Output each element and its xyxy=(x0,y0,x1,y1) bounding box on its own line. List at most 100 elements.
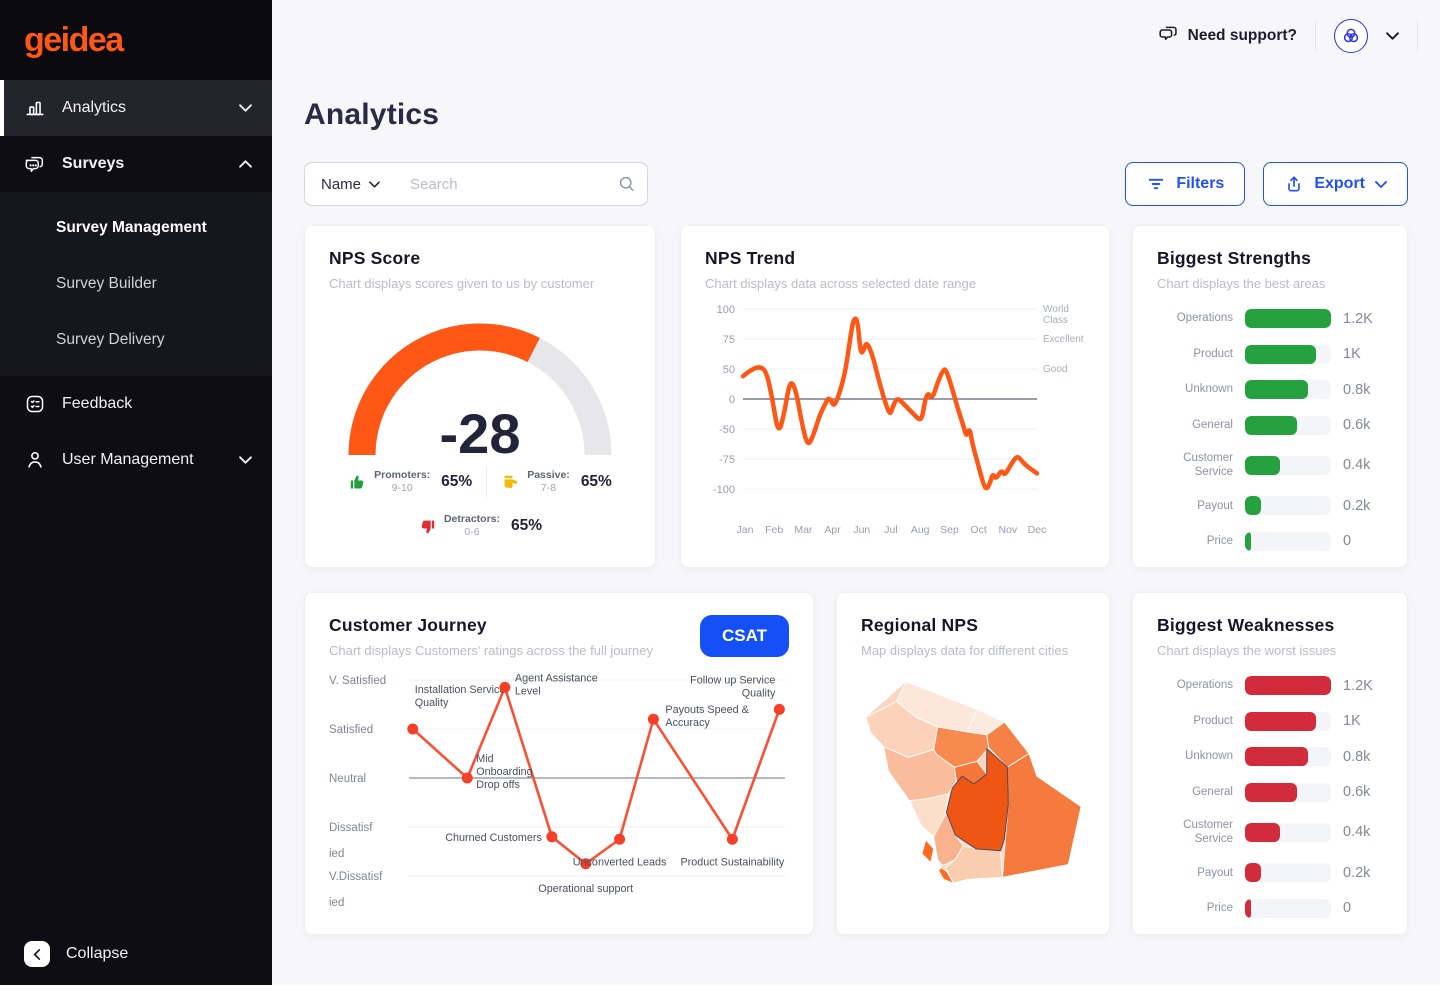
weaknesses-bar-list: Operations 1.2K Product 1K Unknown 0.8k Genera… xyxy=(1157,676,1383,918)
card-title: Biggest Strengths xyxy=(1157,248,1312,268)
chat-bubbles-icon xyxy=(24,152,48,176)
bar-value: 0.2k xyxy=(1343,864,1371,881)
bar-value: 0.6k xyxy=(1343,784,1371,800)
card-title: NPS Trend xyxy=(705,248,796,268)
bar-label: General xyxy=(1192,785,1233,798)
bar-track xyxy=(1245,309,1331,328)
bar-value: 0.4k xyxy=(1343,824,1371,841)
sidebar-item-survey-delivery[interactable]: Survey Delivery xyxy=(56,331,165,348)
bar-row: Payout 0.2k xyxy=(1157,863,1383,883)
legend-label: Detractors: xyxy=(443,513,500,525)
bar-track xyxy=(1245,380,1331,399)
surveys-submenu: Survey Management Survey Builder Survey … xyxy=(0,192,272,376)
sidebar-item-feedback[interactable]: Feedback xyxy=(0,376,272,432)
svg-text:Jul: Jul xyxy=(884,524,897,536)
topbar-divider xyxy=(1315,21,1316,51)
controls-right: Filters Export xyxy=(1125,162,1408,206)
sidebar-item-analytics[interactable]: Analytics xyxy=(0,80,272,136)
svg-text:100: 100 xyxy=(717,304,735,316)
bar-fill xyxy=(1245,676,1331,695)
strengths-bar-list: Operations 1.2K Product 1K Unknown 0.8k Genera… xyxy=(1157,309,1383,551)
bar-value: 1K xyxy=(1343,713,1361,729)
card-subtitle: Chart displays the best areas xyxy=(1157,276,1326,291)
collapse-sidebar-button[interactable]: Collapse xyxy=(24,941,128,967)
bar-label: Price xyxy=(1206,902,1233,915)
csat-button[interactable]: CSAT xyxy=(699,615,789,657)
export-button[interactable]: Export xyxy=(1263,162,1408,206)
card-title: Customer Journey xyxy=(329,615,487,635)
svg-text:Jan: Jan xyxy=(737,524,754,536)
sidebar-item-survey-management[interactable]: Survey Management xyxy=(56,219,207,236)
bar-track xyxy=(1245,344,1331,364)
svg-text:-75: -75 xyxy=(719,454,735,466)
bar-row: Price 0 xyxy=(1157,898,1383,918)
chevron-down-icon xyxy=(239,104,252,112)
bar-row: Unknown 0.8k xyxy=(1157,380,1383,399)
svg-text:Oct: Oct xyxy=(970,524,986,536)
bar-row: Customer Service 0.4k xyxy=(1157,451,1383,480)
bar-fill xyxy=(1245,415,1297,435)
user-avatar[interactable] xyxy=(1334,19,1368,53)
svg-text:Jun: Jun xyxy=(853,524,870,536)
chevron-down-icon xyxy=(239,456,252,464)
sidebar-item-label: User Management xyxy=(62,451,194,468)
bar-fill xyxy=(1245,455,1281,475)
bar-fill xyxy=(1245,863,1262,883)
nps-score-value: -28 xyxy=(440,402,521,465)
account-chevron-down-icon[interactable] xyxy=(1386,32,1399,40)
sidebar-item-user-management[interactable]: User Management xyxy=(0,432,272,488)
biggest-strengths-card: Biggest Strengths Chart displays the bes… xyxy=(1132,225,1408,568)
need-support-link[interactable]: Need support? xyxy=(1158,23,1297,49)
page-title: Analytics xyxy=(304,98,440,131)
geidea-logo: geidea xyxy=(0,0,272,80)
sidebar-item-survey-builder[interactable]: Survey Builder xyxy=(56,275,157,292)
support-chat-icon xyxy=(1158,23,1179,49)
bar-value: 1.2K xyxy=(1343,310,1373,327)
bar-fill xyxy=(1245,309,1331,328)
legend-label: Passive: xyxy=(527,468,570,481)
bar-row: Price 0 xyxy=(1157,531,1383,551)
card-title: NPS Score xyxy=(329,248,421,268)
legend-range: 7-8 xyxy=(540,482,557,494)
search-icon[interactable] xyxy=(617,174,637,194)
svg-text:V. Satisfied: V. Satisfied xyxy=(329,675,386,687)
bar-value: 0 xyxy=(1343,900,1352,917)
sidebar-item-surveys[interactable]: Surveys xyxy=(0,136,272,192)
bar-fill xyxy=(1245,344,1317,364)
nps-gauge: -28 xyxy=(329,305,631,465)
svg-text:Feb: Feb xyxy=(765,524,783,536)
chevron-down-icon xyxy=(1375,180,1387,188)
biggest-weaknesses-card: Biggest Weaknesses Chart displays the wo… xyxy=(1132,592,1408,935)
legend-divider xyxy=(486,467,488,497)
svg-text:Satisfied: Satisfied xyxy=(329,724,373,736)
bar-track xyxy=(1245,782,1331,802)
bar-fill xyxy=(1245,711,1317,731)
bar-value: 0.6k xyxy=(1343,417,1371,433)
filters-button[interactable]: Filters xyxy=(1125,162,1246,206)
legend-range: 9-10 xyxy=(391,482,413,494)
search-field-selector[interactable]: Name xyxy=(305,163,396,205)
bar-track xyxy=(1245,898,1331,918)
bar-label: Operations xyxy=(1176,679,1233,692)
nps-trend-card: NPS Trend Chart displays data across sel… xyxy=(680,225,1110,568)
customer-journey-card: Customer Journey Chart displays Customer… xyxy=(304,592,814,935)
search-input[interactable] xyxy=(410,175,610,193)
legend-range: 0-6 xyxy=(464,526,480,539)
bar-value: 0.8k xyxy=(1343,381,1371,398)
bar-value: 0.8k xyxy=(1343,748,1371,765)
bar-fill xyxy=(1245,380,1308,399)
svg-text:Neutral: Neutral xyxy=(329,773,366,785)
nps-trend-chart: 100 75 50 0 -50 -75 -100 World Class Excellent Goo… xyxy=(713,304,1084,536)
bar-label: Customer Service xyxy=(1183,819,1233,846)
need-support-label: Need support? xyxy=(1187,27,1297,44)
thumb-down-icon xyxy=(421,520,435,533)
export-label: Export xyxy=(1314,175,1365,192)
user-icon xyxy=(24,448,48,472)
bar-row: Unknown 0.8k xyxy=(1157,747,1383,766)
svg-text:Dec: Dec xyxy=(1028,524,1047,536)
bar-track xyxy=(1245,863,1331,883)
sidebar-item-label: Analytics xyxy=(62,99,127,116)
